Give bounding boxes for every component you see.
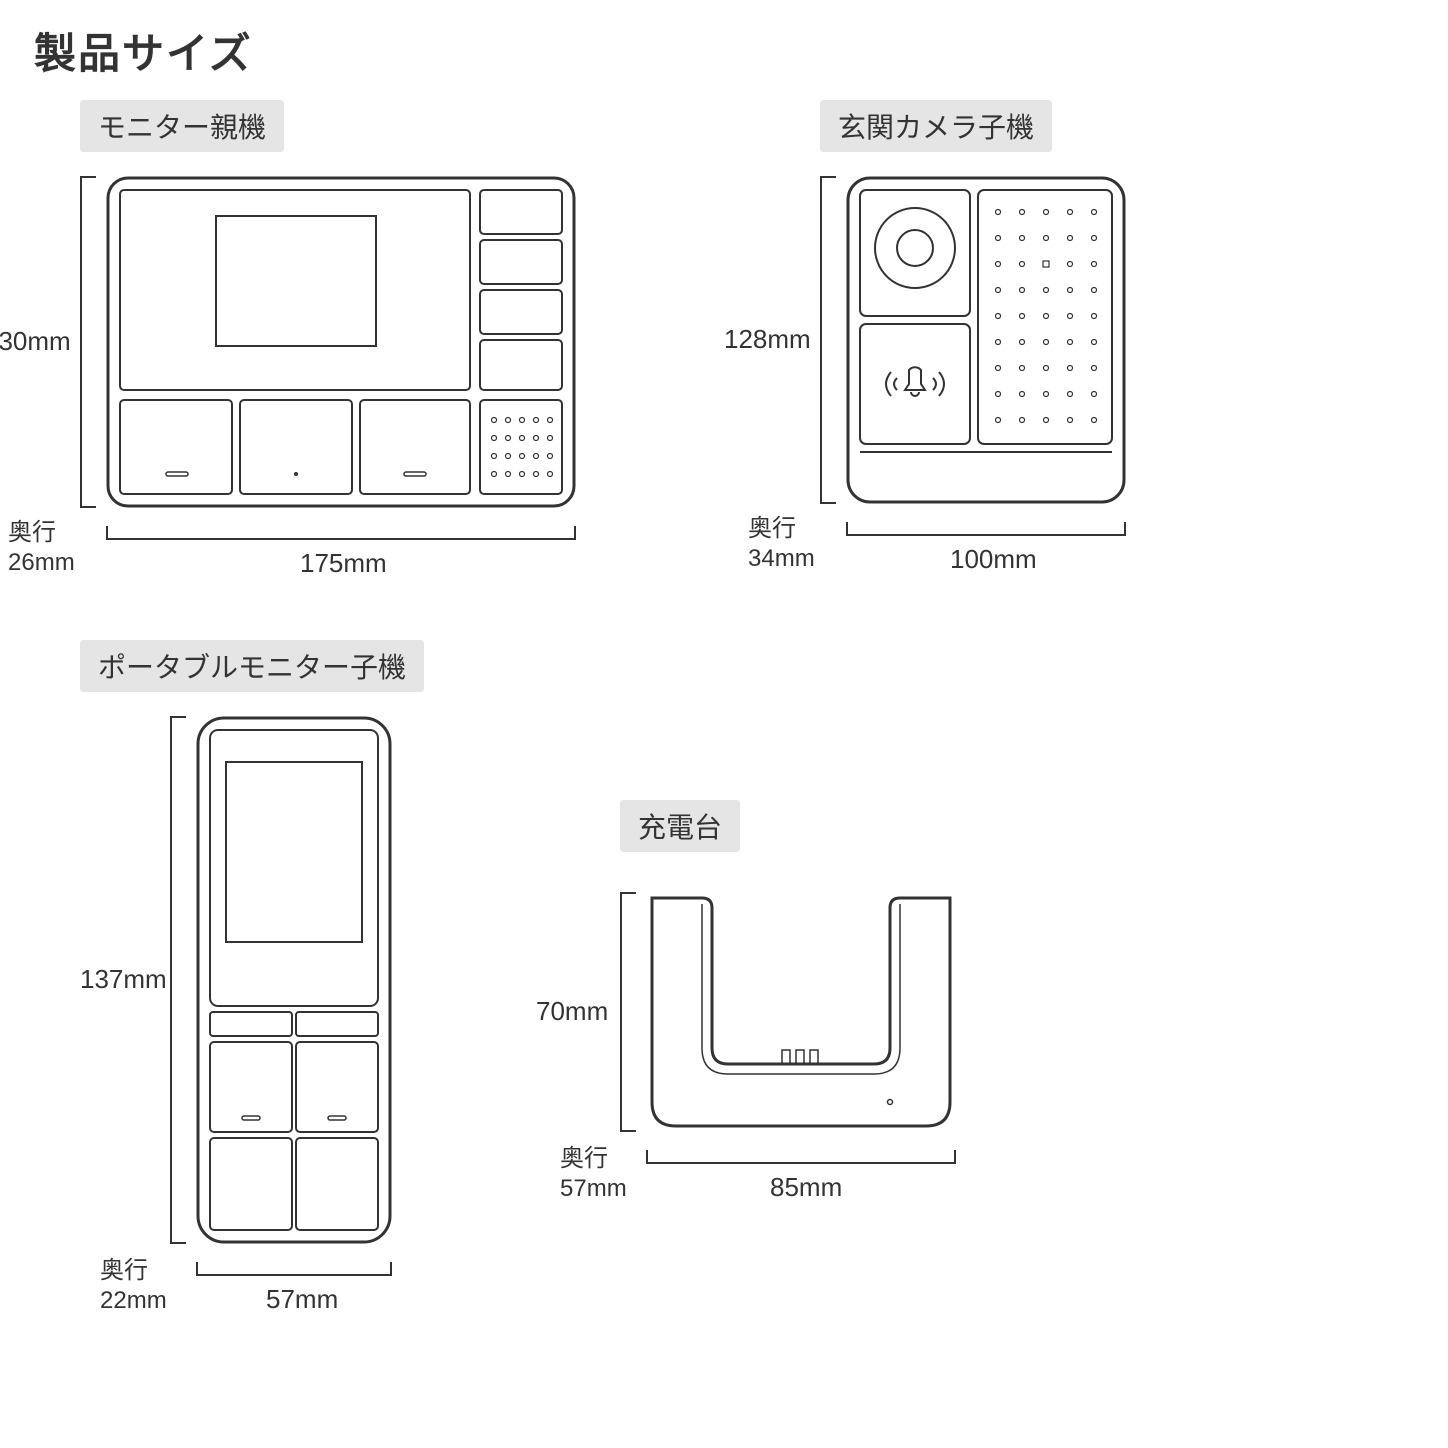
charging-base-width: 85mm <box>770 1172 842 1203</box>
door-camera-width: 100mm <box>950 544 1037 575</box>
charging-base-drawing <box>646 892 956 1132</box>
portable-monitor-height: 137mm <box>80 964 167 995</box>
monitor-main-label: モニター親機 <box>80 100 284 152</box>
portable-monitor-depth: 奥行 22mm <box>100 1256 167 1316</box>
portable-monitor-drawing <box>196 716 392 1244</box>
door-camera-drawing <box>846 176 1126 504</box>
charging-base-depth: 奥行 57mm <box>560 1144 627 1204</box>
door-camera-label: 玄関カメラ子機 <box>820 100 1052 152</box>
monitor-main-depth: 奥行 26mm <box>8 518 75 578</box>
portable-monitor-label: ポータブルモニター子機 <box>80 640 424 692</box>
monitor-main-section: モニター親機 130mm 奥行 26mm <box>80 100 720 596</box>
monitor-main-height: 130mm <box>0 326 71 357</box>
door-camera-depth: 奥行 34mm <box>748 514 815 574</box>
charging-base-label: 充電台 <box>620 800 740 852</box>
door-camera-section: 玄関カメラ子機 128mm 奥行 34mm <box>820 100 1380 596</box>
charging-base-height: 70mm <box>536 996 608 1027</box>
door-camera-height: 128mm <box>724 324 811 355</box>
charging-base-section: 充電台 70mm 奥行 57mm 85mm <box>620 800 1180 1272</box>
monitor-main-width: 175mm <box>300 548 387 579</box>
monitor-main-drawing <box>106 176 576 508</box>
portable-monitor-width: 57mm <box>266 1284 338 1315</box>
page-title: 製品サイズ <box>34 20 1418 81</box>
